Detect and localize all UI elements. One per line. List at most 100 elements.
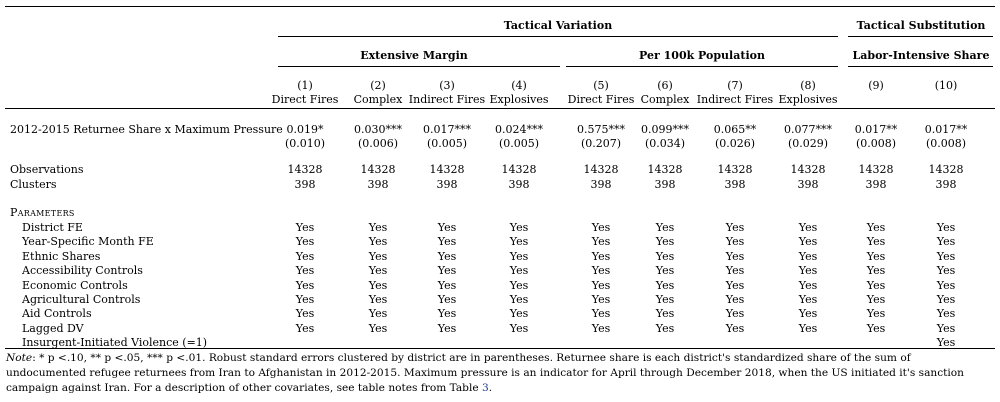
column-number: (5) (593, 79, 609, 92)
parameter-value: Yes (591, 278, 611, 292)
coef-row-label: 2012-2015 Returnee Share x Maximum Press… (10, 123, 283, 136)
parameter-value: Yes (437, 293, 457, 306)
parameter-value: Yes (655, 293, 675, 306)
parameter-label: Agricultural Controls (22, 293, 141, 306)
parameter-label: Ethnic Shares (22, 249, 101, 263)
parameter-value: Yes (437, 221, 457, 234)
parameter-value: Yes (591, 249, 611, 263)
parameter-value: Yes (725, 293, 745, 306)
parameter-value: Yes (936, 336, 956, 350)
parameter-value: Yes (936, 293, 956, 306)
observations-value: 14328 (858, 163, 894, 176)
parameter-value: Yes (368, 235, 388, 249)
observations-value: 14328 (360, 163, 396, 176)
coef-std-error: (0.008) (855, 137, 897, 150)
coef-estimate: 0.077*** (784, 123, 832, 136)
parameter-value: Yes (798, 235, 818, 249)
coef-estimate: 0.065** (713, 123, 757, 136)
parameter-value: Yes (509, 264, 529, 278)
coef-estimate: 0.030*** (354, 123, 402, 136)
parameter-value: Yes (936, 221, 956, 234)
clusters-value: 398 (654, 178, 676, 191)
table-reference-link[interactable]: 3 (482, 382, 489, 394)
observations-value: 14328 (501, 163, 537, 176)
coef-estimate: 0.575*** (577, 123, 625, 136)
parameter-label: Accessibility Controls (22, 264, 143, 278)
coef-std-error: (0.034) (644, 137, 686, 150)
group-header-tactical-variation: Tactical Variation (503, 19, 613, 32)
clusters-value: 398 (935, 178, 957, 191)
parameter-value: Yes (936, 264, 956, 278)
parameter-value: Yes (725, 264, 745, 278)
coef-estimate: 0.019* (286, 123, 324, 136)
observations-label: Observations (10, 163, 84, 176)
parameter-value: Yes (798, 307, 818, 321)
subheader-labor-intensive: Labor-Intensive Share (852, 49, 990, 62)
parameter-value: Yes (655, 307, 675, 321)
parameter-value: Yes (798, 278, 818, 292)
column-number: (7) (727, 79, 743, 92)
parameter-label: Year-Specific Month FE (22, 235, 154, 249)
parameter-value: Yes (509, 293, 529, 306)
tactical-variation-rule (278, 36, 838, 37)
clusters-value: 398 (508, 178, 530, 191)
parameter-value: Yes (866, 235, 886, 249)
parameter-value: Yes (295, 293, 315, 306)
observations-value: 14328 (790, 163, 826, 176)
parameter-value: Yes (591, 307, 611, 321)
parameter-value: Yes (866, 249, 886, 263)
per100k-rule (566, 66, 838, 67)
parameter-value: Yes (368, 221, 388, 234)
parameter-value: Yes (866, 278, 886, 292)
column-number: (6) (657, 79, 673, 92)
clusters-value: 398 (590, 178, 612, 191)
top-rule (5, 6, 995, 8)
clusters-value: 398 (724, 178, 746, 191)
parameter-value: Yes (591, 293, 611, 306)
parameter-value: Yes (798, 293, 818, 306)
parameter-value: Yes (437, 249, 457, 263)
parameter-value: Yes (295, 249, 315, 263)
parameter-value: Yes (866, 307, 886, 321)
coef-std-error: (0.010) (284, 137, 326, 150)
parameter-value: Yes (509, 307, 529, 321)
note-text-end: . (488, 382, 493, 394)
parameter-value: Yes (368, 307, 388, 321)
coef-std-error: (0.207) (580, 137, 622, 150)
note-text: : * p <.10, ** p <.05, *** p <.01. Robus… (6, 352, 965, 394)
column-name: Explosives (489, 93, 549, 106)
parameter-value: Yes (368, 293, 388, 306)
column-name: Complex (353, 93, 403, 106)
parameter-value: Yes (866, 321, 886, 335)
parameter-value: Yes (725, 221, 745, 234)
observations-value: 14328 (429, 163, 465, 176)
parameter-value: Yes (591, 221, 611, 234)
parameter-value: Yes (368, 264, 388, 278)
clusters-value: 398 (865, 178, 887, 191)
column-number: (4) (511, 79, 527, 92)
column-name: Indirect Fires (408, 93, 486, 106)
clusters-label: Clusters (10, 178, 57, 191)
parameter-value: Yes (509, 278, 529, 292)
parameter-label: Insurgent-Initiated Violence (=1) (22, 336, 208, 350)
parameter-value: Yes (437, 321, 457, 335)
parameter-value: Yes (798, 221, 818, 234)
column-number: (10) (934, 79, 958, 92)
parameter-value: Yes (725, 321, 745, 335)
group-header-tactical-substitution: Tactical Substitution (856, 19, 986, 32)
labor-intensive-rule (848, 66, 993, 67)
parameter-value: Yes (295, 278, 315, 292)
note-label: Note (6, 352, 33, 364)
parameter-value: Yes (368, 249, 388, 263)
clusters-value: 398 (436, 178, 458, 191)
parameter-value: Yes (866, 264, 886, 278)
parameter-value: Yes (798, 321, 818, 335)
parameter-label: District FE (22, 221, 83, 234)
parameter-value: Yes (368, 321, 388, 335)
parameter-value: Yes (655, 278, 675, 292)
parameter-value: Yes (591, 264, 611, 278)
coef-std-error: (0.026) (714, 137, 756, 150)
coef-std-error: (0.008) (925, 137, 967, 150)
coef-std-error: (0.006) (357, 137, 399, 150)
coef-estimate: 0.017*** (423, 123, 471, 136)
